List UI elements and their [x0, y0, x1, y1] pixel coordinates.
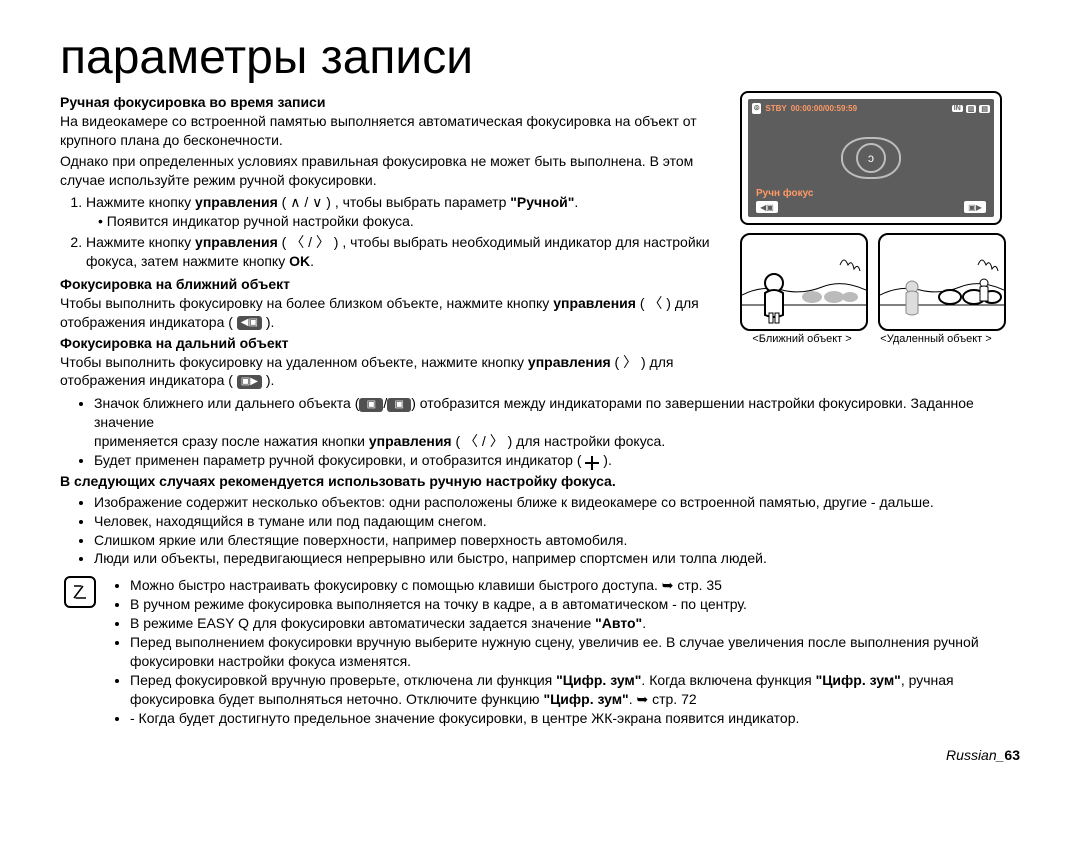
note2: В ручном режиме фокусировка выполняется … — [130, 595, 1020, 614]
note1: Можно быстро настраивать фокусировку с п… — [130, 576, 1020, 595]
far-small-icon: ▣ — [387, 398, 411, 412]
footer-lang: Russian_ — [946, 747, 1004, 763]
sec1-heading: Ручная фокусировка во время записи — [60, 93, 740, 112]
lcd-near-icon: ◀▣ — [756, 201, 778, 213]
far-caption: <Удаленный объект > — [874, 333, 998, 345]
dial-center: ɔ — [856, 143, 886, 173]
step1-sub: Появится индикатор ручной настройки фоку… — [98, 212, 740, 231]
note3: В режиме EASY Q для фокусировки автомати… — [130, 614, 1020, 633]
in-icon: IN — [952, 105, 963, 112]
footer: Russian_63 — [60, 746, 1020, 765]
near-caption: <Ближний объект > — [740, 333, 864, 345]
note4: Перед выполнением фокусировки вручную вы… — [130, 633, 1020, 671]
bullets1: Значок ближнего или дальнего объекта (▣/… — [60, 394, 1020, 470]
b1-item1: Значок ближнего или дальнего объекта (▣/… — [94, 394, 1020, 451]
steps-list: Нажмите кнопку управления ( ∧ / ∨ ) , чт… — [60, 193, 740, 271]
sec2-p: Чтобы выполнить фокусировку на более бли… — [60, 294, 740, 332]
b1-item2: Будет применен параметр ручной фокусиров… — [94, 451, 1020, 470]
footer-page-num: 63 — [1004, 747, 1020, 763]
note6: - Когда будет достигнуто предельное знач… — [130, 709, 1020, 728]
sec4-bullets: Изображение содержит несколько объектов:… — [60, 493, 1020, 569]
page-title: параметры записи — [60, 30, 1020, 85]
sec3-p: Чтобы выполнить фокусировку на удаленном… — [60, 353, 740, 391]
focus-mode-label: Ручн фокус — [756, 188, 813, 199]
sec2-heading: Фокусировка на ближний объект — [60, 275, 740, 294]
sec4-heading: В следующих случаях рекомендуется исполь… — [60, 472, 1020, 491]
far-ind-icon: ▣▶ — [237, 375, 262, 389]
step-1: Нажмите кнопку управления ( ∧ / ∨ ) , чт… — [86, 193, 740, 231]
near-small-icon: ▣ — [359, 398, 383, 412]
far-illustration — [878, 233, 1006, 331]
notes-list: Можно быстро настраивать фокусировку с п… — [114, 576, 1020, 727]
note-icon — [64, 576, 96, 608]
sec3-heading: Фокусировка на дальний объект — [60, 334, 740, 353]
note5: Перед фокусировкой вручную проверьте, от… — [130, 671, 1020, 709]
sec1-p2: Однако при определенных условиях правиль… — [60, 152, 740, 190]
s4-b3: Слишком яркие или блестящие поверхности,… — [94, 531, 1020, 550]
s4-b4: Люди или объекты, передвигающиеся непрер… — [94, 549, 1020, 568]
timecode: 00:00:00/00:59:59 — [791, 104, 857, 113]
near-ind-icon: ◀▣ — [237, 316, 262, 330]
lcd-status-bar: ⌾ STBY 00:00:00/00:59:59 IN ▥ ▤ — [752, 103, 990, 114]
s4-b1: Изображение содержит несколько объектов:… — [94, 493, 1020, 512]
lcd-preview: ⌾ STBY 00:00:00/00:59:59 IN ▥ ▤ ɔ Ручн ф… — [740, 91, 1002, 225]
camera-mode-icon: ⌾ — [752, 103, 761, 114]
stby-label: STBY — [765, 104, 786, 113]
step-2: Нажмите кнопку управления ( 〈 / 〉 ) , чт… — [86, 233, 740, 271]
near-illustration — [740, 233, 868, 331]
s4-b2: Человек, находящийся в тумане или под па… — [94, 512, 1020, 531]
battery-icon: ▥ — [966, 105, 977, 113]
focus-dial: ɔ — [841, 137, 901, 179]
card-icon: ▤ — [979, 105, 990, 113]
sec1-p1: На видеокамере со встроенной памятью вып… — [60, 112, 740, 150]
mf-indicator-icon — [585, 456, 599, 470]
lcd-far-icon: ▣▶ — [964, 201, 986, 213]
